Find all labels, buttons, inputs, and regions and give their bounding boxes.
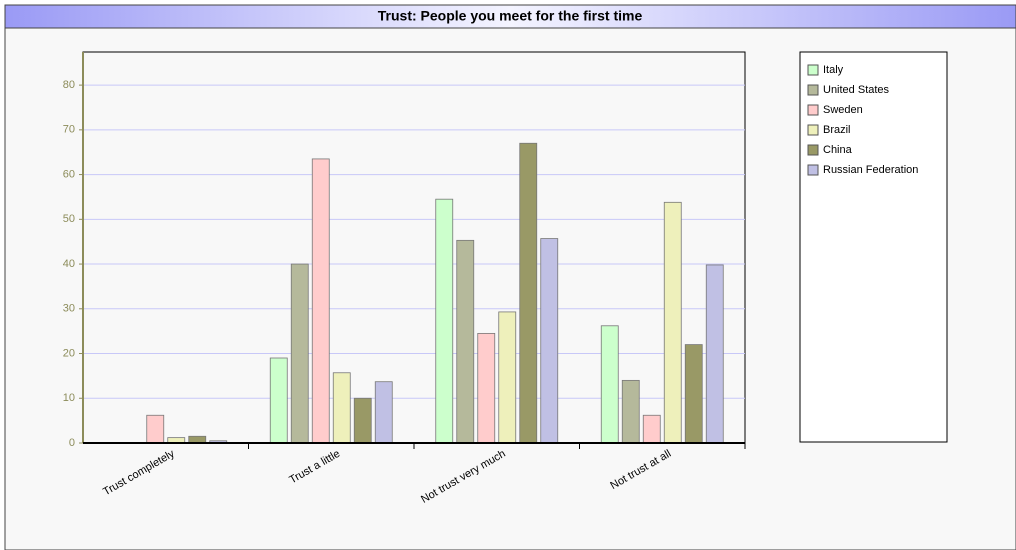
bar xyxy=(684,344,703,444)
bar xyxy=(600,325,619,444)
legend-swatch xyxy=(807,104,819,116)
y-tick-label: 0 xyxy=(69,437,75,449)
chart-title: Trust: People you meet for the first tim… xyxy=(378,8,643,24)
legend-label: Italy xyxy=(823,64,844,76)
title-bar xyxy=(4,4,1016,29)
legend-swatch xyxy=(807,164,819,176)
y-tick-label: 70 xyxy=(63,124,75,136)
legend-label: Sweden xyxy=(823,104,863,116)
legend-label: United States xyxy=(823,84,890,96)
y-tick-label: 30 xyxy=(63,303,75,315)
y-tick-label: 20 xyxy=(63,347,75,359)
bar xyxy=(705,264,724,444)
bar xyxy=(621,379,640,444)
bar xyxy=(188,435,207,444)
bar xyxy=(498,311,517,444)
bar xyxy=(663,201,682,444)
legend xyxy=(799,51,948,443)
legend-label: Brazil xyxy=(823,124,851,136)
bar xyxy=(456,239,475,444)
bar xyxy=(353,397,372,444)
bar xyxy=(477,332,496,444)
legend-label: Russian Federation xyxy=(823,164,918,176)
bar xyxy=(269,357,288,444)
legend-swatch xyxy=(807,124,819,136)
y-tick-label: 80 xyxy=(63,79,75,91)
bar xyxy=(311,158,330,444)
legend-swatch xyxy=(807,64,819,76)
y-tick-label: 10 xyxy=(63,392,75,404)
legend-swatch xyxy=(807,144,819,156)
legend-label: China xyxy=(823,144,853,156)
bar xyxy=(332,372,351,444)
legend-swatch xyxy=(807,84,819,96)
bar xyxy=(374,381,393,444)
y-tick-label: 60 xyxy=(63,168,75,180)
bar xyxy=(519,142,538,444)
bar xyxy=(540,238,559,444)
y-tick-label: 40 xyxy=(63,258,75,270)
plot-area xyxy=(82,51,746,444)
bar xyxy=(146,414,165,444)
bar xyxy=(435,198,454,444)
y-tick-label: 50 xyxy=(63,213,75,225)
bar xyxy=(642,414,661,444)
bar xyxy=(290,263,309,444)
